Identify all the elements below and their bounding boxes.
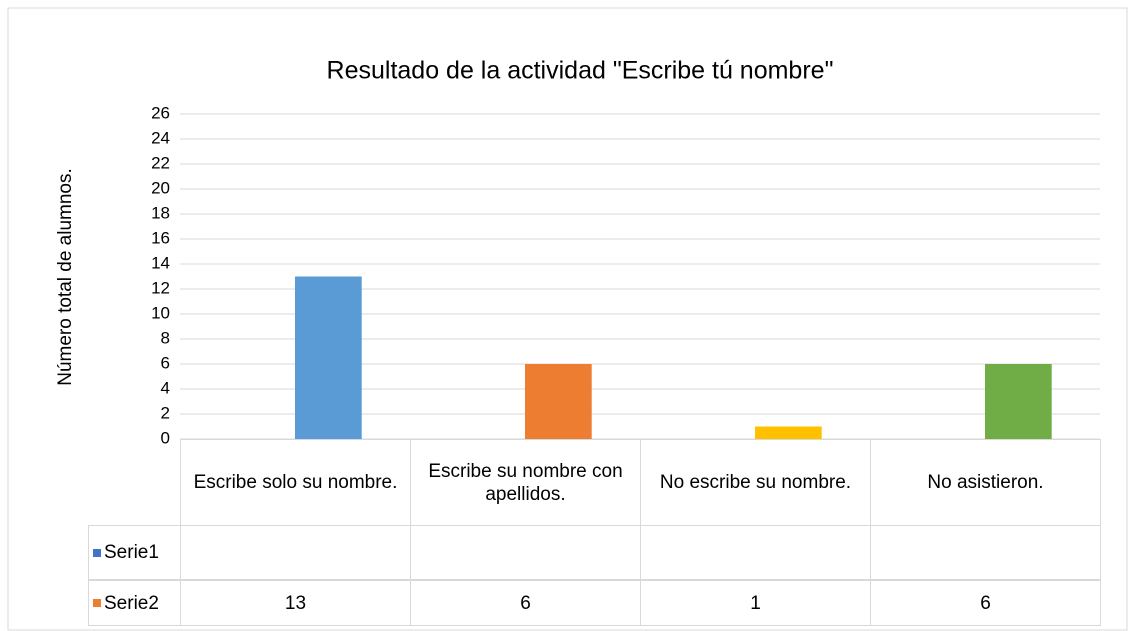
bar: [755, 426, 822, 439]
y-tick-label: 0: [161, 428, 170, 447]
x-tick-label: Escribe su nombre con apellidos.: [410, 439, 641, 525]
y-tick-label: 12: [151, 278, 170, 297]
bar: [295, 276, 362, 439]
data-table-cell: [870, 525, 1101, 580]
legend-entry: Serie2: [88, 580, 181, 626]
data-table-cell: [180, 525, 411, 580]
data-table-cell: [410, 525, 641, 580]
y-tick-label: 4: [161, 378, 170, 397]
y-tick-label: 26: [151, 103, 170, 122]
data-table-cell: 13: [180, 580, 411, 626]
legend-key: [93, 548, 101, 557]
x-tick-label: No asistieron.: [870, 439, 1101, 525]
y-tick-label: 8: [161, 328, 170, 347]
legend-label: Serie2: [104, 592, 159, 614]
data-table-cell: 1: [640, 580, 871, 626]
bar: [525, 364, 592, 439]
data-table-cell: 6: [870, 580, 1101, 626]
bar: [985, 364, 1052, 439]
chart-border: [7, 7, 1128, 631]
legend-key: [93, 599, 101, 607]
y-tick-label: 2: [161, 403, 170, 422]
y-tick-label: 6: [161, 353, 170, 372]
y-tick-label: 16: [151, 228, 170, 247]
y-tick-label: 10: [151, 303, 170, 322]
x-tick-label: No escribe su nombre.: [640, 439, 871, 525]
data-table-cell: [640, 525, 871, 580]
y-tick-label: 20: [151, 178, 170, 197]
y-tick-label: 18: [151, 203, 170, 222]
x-tick-label: Escribe solo su nombre.: [180, 439, 411, 525]
y-tick-label: 24: [151, 128, 170, 147]
chart-title: Resultado de la actividad "Escribe tú no…: [327, 57, 834, 85]
y-axis-label: Número total de alumnos.: [55, 168, 76, 386]
y-tick-label: 14: [151, 253, 170, 272]
y-tick-label: 22: [151, 153, 170, 172]
data-table-cell: 6: [410, 580, 641, 626]
legend-entry: Serie1: [88, 525, 181, 580]
legend-label: Serie1: [104, 542, 159, 563]
